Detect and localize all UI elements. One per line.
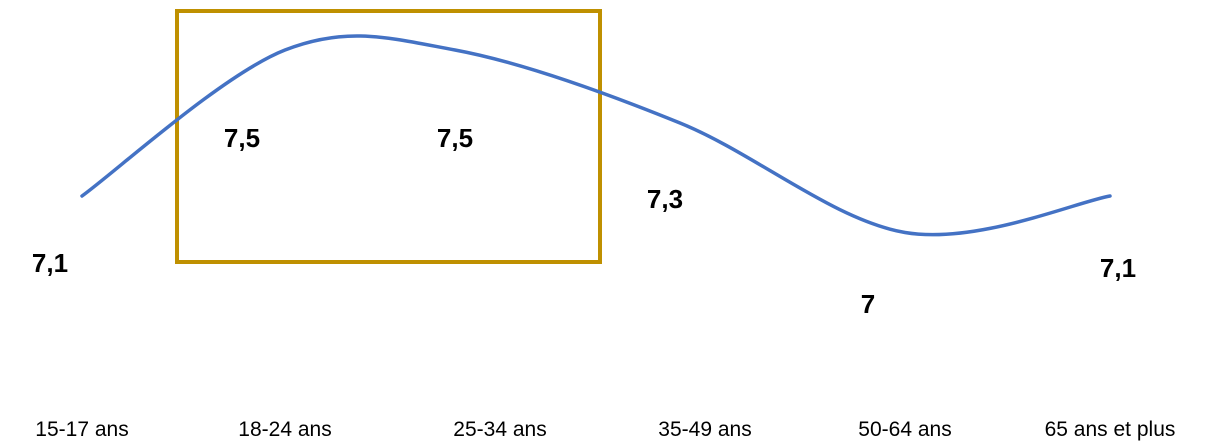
data-label-2: 7,5 — [224, 123, 260, 153]
category-label-4: 35-49 ans — [658, 418, 751, 441]
category-label-3: 25-34 ans — [453, 418, 546, 441]
category-labels: 15-17 ans 18-24 ans 25-34 ans 35-49 ans 50-6… — [35, 418, 1175, 441]
category-label-6: 65 ans et plus — [1045, 418, 1176, 441]
highlight-box — [175, 9, 602, 264]
data-label-6: 7,1 — [1100, 253, 1136, 283]
series-line — [80, 34, 1112, 237]
category-label-2: 18-24 ans — [238, 418, 331, 441]
category-label-5: 50-64 ans — [858, 418, 951, 441]
data-label-3: 7,5 — [437, 123, 473, 153]
data-label-1: 7,1 — [32, 248, 68, 278]
data-labels: 7,1 7,5 7,5 7,3 7 7,1 — [32, 123, 1136, 319]
category-label-1: 15-17 ans — [35, 418, 128, 441]
data-label-4: 7,3 — [647, 184, 683, 214]
data-label-5: 7 — [861, 289, 875, 319]
